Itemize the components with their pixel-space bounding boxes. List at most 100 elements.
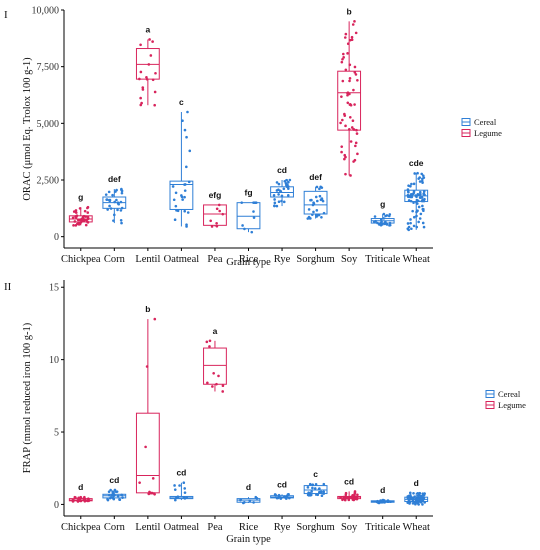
data-point (415, 195, 418, 199)
data-point (87, 498, 91, 502)
x-tick-label: Chickpea (61, 522, 101, 533)
data-point (344, 155, 347, 159)
data-point (340, 145, 344, 148)
data-point (71, 499, 75, 503)
data-point (250, 230, 254, 234)
data-point (173, 218, 177, 222)
x-tick-label: Oatmeal (164, 522, 200, 533)
data-point (104, 193, 108, 196)
data-point (318, 490, 321, 494)
data-point (407, 498, 411, 502)
significance-letter: cd (277, 479, 287, 489)
data-point (344, 172, 347, 176)
data-point (350, 35, 354, 39)
data-point (346, 93, 349, 97)
data-point (412, 491, 415, 495)
data-point (215, 224, 219, 228)
data-point (411, 499, 415, 503)
significance-letter: cd (277, 165, 287, 175)
data-point (139, 70, 143, 74)
data-point (340, 60, 344, 64)
x-tick-label: Soy (341, 254, 358, 265)
data-point (421, 204, 424, 208)
data-point (315, 209, 319, 212)
data-point (384, 214, 387, 218)
data-point (348, 115, 352, 119)
data-point (376, 221, 379, 225)
data-point (418, 176, 421, 179)
data-point (147, 492, 151, 496)
data-point (83, 209, 87, 213)
data-point (273, 198, 276, 201)
x-tick-label: Triticale (365, 254, 401, 265)
panel-label: II (4, 281, 12, 293)
legend-label-legume: Legume (498, 400, 526, 410)
data-point (410, 227, 413, 231)
data-point (74, 211, 78, 214)
data-point (144, 445, 147, 449)
data-point (174, 204, 178, 208)
data-point (353, 20, 356, 23)
data-point (84, 223, 88, 227)
data-point (141, 88, 145, 91)
x-tick-label: Pea (207, 522, 223, 533)
data-point (409, 221, 412, 225)
data-point (174, 498, 177, 502)
data-point (113, 200, 116, 204)
data-point (422, 176, 426, 179)
data-point (182, 495, 186, 499)
data-point (355, 132, 359, 135)
data-point (72, 210, 76, 213)
data-point (217, 374, 220, 378)
data-point (120, 188, 123, 192)
data-point (218, 209, 222, 213)
data-point (411, 209, 414, 213)
data-point (241, 224, 244, 227)
data-point (406, 195, 410, 199)
data-point (252, 210, 255, 213)
data-point (243, 500, 246, 504)
data-point (111, 493, 115, 497)
data-point (414, 497, 417, 501)
data-point (286, 194, 290, 197)
data-point (77, 496, 80, 500)
data-point (339, 496, 342, 499)
data-point (415, 214, 418, 218)
data-point (409, 184, 412, 188)
data-point (112, 219, 115, 222)
data-point (120, 221, 123, 225)
data-point (351, 119, 355, 122)
data-point (209, 219, 212, 223)
data-point (418, 492, 421, 495)
data-point (350, 38, 354, 42)
data-point (343, 497, 346, 501)
data-point (115, 188, 118, 192)
data-point (240, 201, 244, 204)
data-point (344, 32, 348, 36)
data-point (418, 180, 422, 183)
data-point (406, 222, 410, 225)
data-point (354, 144, 357, 148)
data-point (139, 103, 143, 107)
data-point (340, 95, 343, 98)
data-point (355, 497, 359, 501)
data-point (288, 496, 291, 500)
data-point (186, 211, 190, 214)
data-point (277, 200, 281, 204)
data-point (282, 187, 286, 191)
data-point (183, 487, 187, 490)
data-point (243, 227, 246, 231)
data-point (76, 218, 80, 222)
data-point (351, 23, 355, 26)
data-point (416, 209, 419, 213)
significance-letter: d (414, 478, 419, 488)
data-point (116, 208, 119, 212)
data-point (348, 77, 352, 80)
data-point (322, 482, 326, 486)
significance-letter: b (347, 6, 352, 16)
data-point (215, 207, 219, 211)
data-point (406, 501, 409, 504)
data-point (312, 210, 315, 214)
data-point (116, 494, 120, 498)
